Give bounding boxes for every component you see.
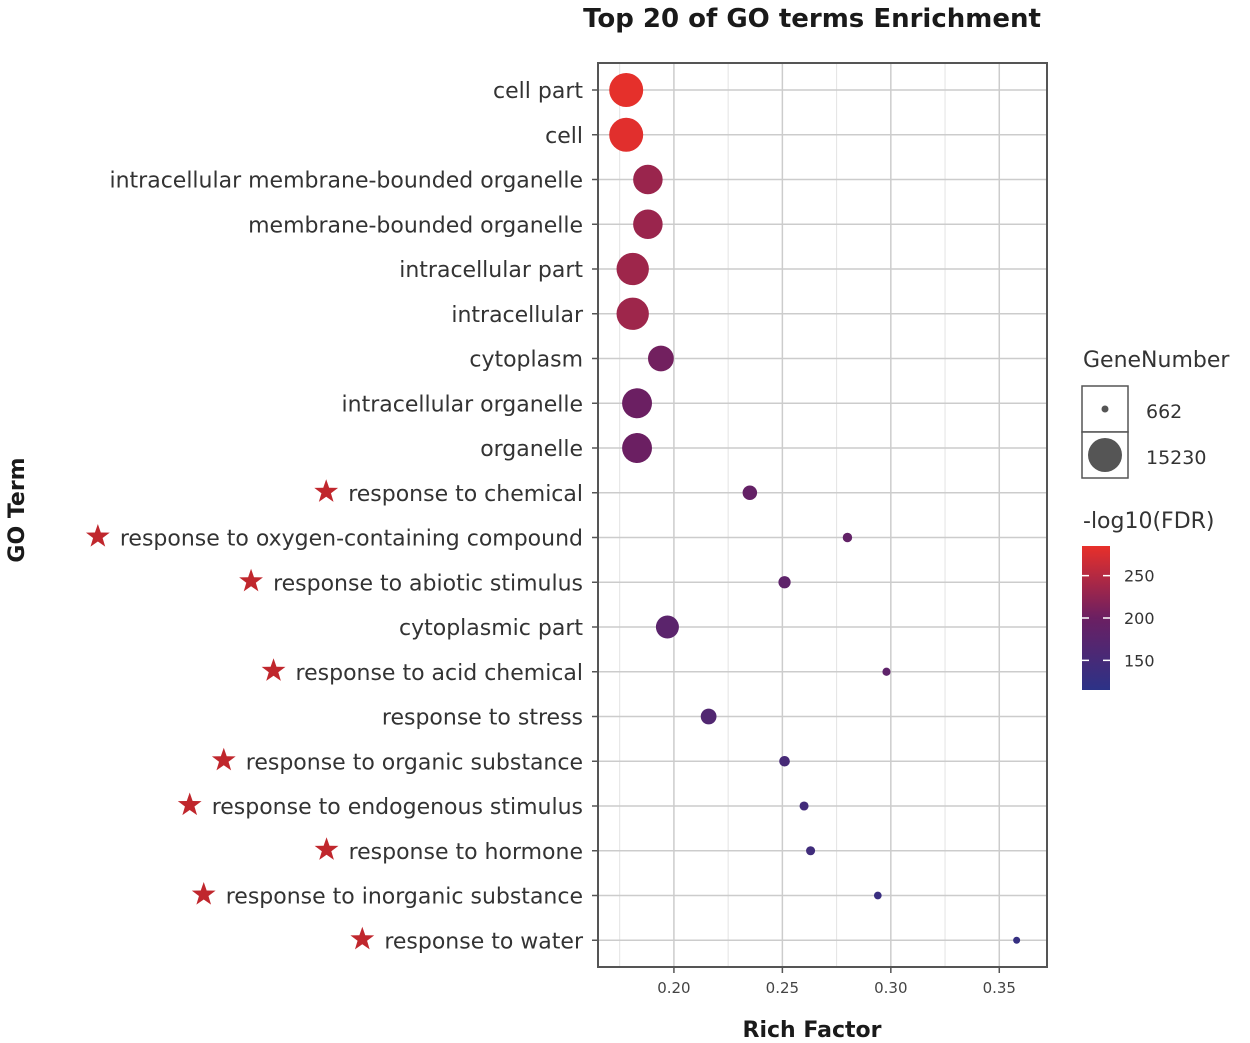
y-tick-label: response to stress: [382, 706, 583, 731]
star-icon: [177, 792, 202, 816]
y-tick-label: intracellular: [451, 303, 584, 328]
y-tick-label: cytoplasm: [469, 348, 583, 373]
data-point: [779, 755, 790, 767]
y-tick-label: cell: [545, 124, 583, 149]
size-legend: GeneNumber 662 15230: [1081, 348, 1230, 479]
chart-title: Top 20 of GO terms Enrichment: [583, 4, 1041, 34]
y-tick-label: response to water: [384, 929, 584, 954]
data-point: [609, 117, 644, 152]
data-point: [622, 433, 653, 463]
y-tick-label: response to endogenous stimulus: [212, 795, 583, 820]
y-axis: cell part cell intracellular membrane-boun…: [85, 79, 598, 954]
x-axis-title: Rich Factor: [743, 1018, 882, 1043]
data-point: [622, 388, 653, 419]
data-point: [647, 345, 674, 372]
plot-frame: [597, 62, 1048, 968]
star-icon: [314, 837, 339, 860]
y-tick-label: response to acid chemical: [296, 661, 583, 686]
data-point: [842, 532, 853, 543]
data-point: [873, 891, 882, 900]
color-legend-tick-label: 250: [1124, 567, 1155, 586]
star-icon: [191, 882, 216, 905]
color-legend-tick-label: 200: [1124, 609, 1155, 628]
star-icon: [261, 658, 286, 681]
plot-points: [609, 73, 1021, 944]
star-icon: [211, 747, 236, 771]
data-point: [616, 297, 649, 330]
data-point: [742, 485, 758, 501]
size-legend-label-large: 15230: [1146, 447, 1206, 469]
y-axis-title: GO Term: [5, 457, 30, 562]
data-point: [882, 667, 891, 676]
data-point: [1013, 936, 1021, 944]
y-tick-label: response to oxygen-containing compound: [120, 527, 583, 552]
data-point: [655, 615, 679, 639]
y-tick-label: response to chemical: [348, 482, 583, 507]
y-tick-label: organelle: [480, 437, 583, 462]
x-tick-label: 0.20: [657, 979, 690, 997]
x-tick-label: 0.25: [766, 979, 799, 997]
data-point: [609, 73, 644, 107]
data-point: [799, 801, 809, 811]
size-legend-large-dot: [1088, 438, 1122, 472]
y-tick-label: intracellular membrane-bounded organelle: [109, 169, 583, 194]
x-tick-label: 0.35: [983, 979, 1016, 997]
color-legend-ticks: 250 200 150: [1082, 567, 1155, 670]
size-legend-label-small: 662: [1146, 401, 1182, 423]
y-tick-label: cytoplasmic part: [399, 616, 583, 641]
color-legend-tick-label: 150: [1124, 651, 1155, 670]
size-legend-title: GeneNumber: [1083, 348, 1230, 373]
y-tick-label: membrane-bounded organelle: [248, 213, 583, 238]
plot-grid: [598, 63, 1047, 967]
star-icon: [314, 479, 339, 502]
data-point: [633, 209, 663, 240]
color-legend-title: -log10(FDR): [1083, 509, 1215, 534]
color-legend: -log10(FDR) 250 200 150: [1082, 509, 1215, 690]
size-legend-small-dot: [1101, 405, 1109, 413]
y-tick-label: response to inorganic substance: [226, 885, 583, 910]
y-tick-label: intracellular part: [399, 258, 583, 283]
data-point: [806, 846, 816, 856]
data-point: [616, 252, 649, 286]
star-icon: [239, 568, 263, 592]
x-tick-label: 0.30: [874, 979, 907, 997]
y-tick-label: cell part: [493, 79, 583, 104]
data-point: [633, 164, 663, 195]
y-tick-label: response to hormone: [349, 840, 583, 865]
data-point: [778, 576, 791, 589]
y-tick-label: intracellular organelle: [342, 392, 583, 417]
x-axis: 0.20 0.25 0.30 0.35: [657, 967, 1016, 997]
star-icon: [350, 926, 375, 950]
y-tick-label: response to organic substance: [246, 750, 583, 775]
data-point: [700, 708, 717, 725]
star-icon: [85, 524, 110, 547]
y-tick-label: response to abiotic stimulus: [273, 571, 583, 596]
